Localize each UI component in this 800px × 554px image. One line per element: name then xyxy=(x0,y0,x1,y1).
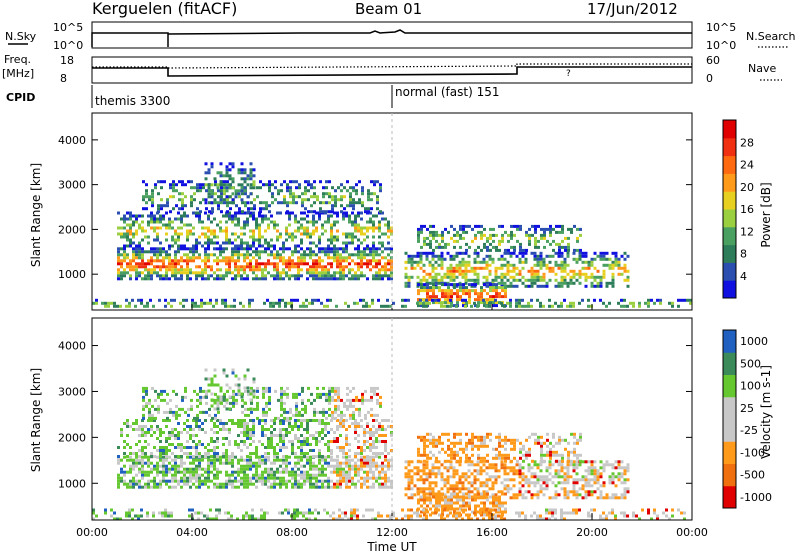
beam-title: Beam 01 xyxy=(355,0,422,18)
freq-unit: [MHz] xyxy=(2,67,34,80)
power-panel: 1000 2000 3000 4000 Slant Range [km] xyxy=(29,112,693,311)
nsky-tick-top: 10^5 xyxy=(53,21,83,34)
colorbar-cell xyxy=(723,280,736,299)
velocity-cbar-tick: 500 xyxy=(740,357,761,370)
cpid-mode-2: normal (fast) 151 xyxy=(395,85,499,99)
colorbar-cell xyxy=(723,120,736,139)
nave-trace xyxy=(92,63,692,69)
y-tick-label: 2000 xyxy=(58,223,86,236)
nsearch-label: N.Search xyxy=(746,30,796,43)
colorbar-cell xyxy=(723,441,736,464)
power-colorbar: 4 8 12 16 20 24 28 xyxy=(722,119,754,299)
power-ylabel: Slant Range [km] xyxy=(29,163,43,267)
nave-tick-bottom: 0 xyxy=(706,72,713,85)
nsky-tick-bottom: 10^0 xyxy=(53,39,83,52)
y-tick-label: 4000 xyxy=(58,134,86,147)
cpid-mode-1: themis 3300 xyxy=(95,94,170,108)
power-heatmap xyxy=(92,162,692,308)
y-tick-label: 3000 xyxy=(58,179,86,192)
nsearch-tick-bottom: 10^0 xyxy=(706,39,736,52)
power-cbar-tick: 20 xyxy=(740,181,754,194)
colorbar-cell xyxy=(723,191,736,210)
date-title: 17/Jun/2012 xyxy=(587,0,678,18)
cpid-row: CPID themis 3300 normal (fast) 151 xyxy=(6,85,499,108)
x-tick-label: 00:00 xyxy=(676,526,708,539)
velocity-cbar-tick: 100 xyxy=(740,380,761,393)
velocity-cbar-tick: -500 xyxy=(740,469,765,482)
velocity-cbar-label: Velocity [m s-1] xyxy=(759,365,773,459)
y-tick-label: 3000 xyxy=(58,385,86,398)
x-axis-label: Time UT xyxy=(366,540,417,554)
velocity-cbar-tick: -25 xyxy=(740,424,758,437)
colorbar-cell xyxy=(723,262,736,281)
cpid-label: CPID xyxy=(6,91,35,104)
nsearch-tick-top: 10^5 xyxy=(706,21,736,34)
nave-label: Nave xyxy=(748,62,776,75)
power-cbar-tick: 8 xyxy=(740,248,747,261)
colorbar-cell xyxy=(723,137,736,157)
colorbar-cell xyxy=(723,209,736,228)
velocity-heatmap xyxy=(92,368,686,521)
power-cbar-tick: 16 xyxy=(740,203,754,216)
nave-tick-top: 60 xyxy=(706,54,720,67)
colorbar-cell xyxy=(723,173,736,192)
x-tick-label: 00:00 xyxy=(76,526,108,539)
power-cbar-tick: 24 xyxy=(740,159,754,172)
velocity-ylabel: Slant Range [km] xyxy=(29,368,43,472)
freq-tick-top: 18 xyxy=(60,54,74,67)
x-tick-label: 12:00 xyxy=(376,526,408,539)
colorbar-cell xyxy=(723,155,736,174)
freq-strip: Freq. [MHz] 18 8 60 0 Nave ? xyxy=(2,53,782,85)
y-tick-label: 1000 xyxy=(58,268,86,281)
nsky-strip: N.Sky 10^5 10^0 10^5 10^0 N.Search xyxy=(5,21,796,52)
x-axis: 00:00 04:00 08:00 12:00 16:00 20:00 00:00 xyxy=(76,304,708,539)
nsky-trace xyxy=(91,29,692,47)
colorbar-cell xyxy=(723,330,736,353)
station-title: Kerguelen (fitACF) xyxy=(92,0,237,18)
colorbar-cell xyxy=(723,226,736,246)
velocity-colorbar: 1000 500 100 25 -25 -100 -500 -1000 xyxy=(722,329,772,509)
velocity-cbar-tick: 25 xyxy=(740,402,754,415)
power-cbar-tick: 28 xyxy=(740,136,754,149)
colorbar-cell xyxy=(723,419,736,442)
x-tick-label: 20:00 xyxy=(576,526,608,539)
x-tick-label: 08:00 xyxy=(276,526,308,539)
power-cbar-tick: 4 xyxy=(740,270,747,283)
velocity-panel: 1000 2000 3000 4000 Slant Range [km] xyxy=(29,317,693,521)
y-tick-label: 1000 xyxy=(58,477,86,490)
nsky-label: N.Sky xyxy=(5,30,37,43)
velocity-cbar-tick: -100 xyxy=(740,446,765,459)
velocity-cbar-tick: -1000 xyxy=(740,491,772,504)
y-tick-label: 2000 xyxy=(58,431,86,444)
colorbar-cell xyxy=(723,463,736,487)
freq-tick-bottom: 8 xyxy=(60,72,67,85)
colorbar-cell xyxy=(723,485,736,509)
colorbar-cell xyxy=(723,374,736,398)
x-tick-label: 04:00 xyxy=(176,526,208,539)
colorbar-cell xyxy=(723,396,736,420)
freq-label: Freq. xyxy=(4,53,31,66)
x-tick-label: 16:00 xyxy=(476,526,508,539)
power-cbar-label: Power [dB] xyxy=(759,182,773,247)
colorbar-cell xyxy=(723,244,736,263)
y-tick-label: 4000 xyxy=(58,340,86,353)
svg-text:?: ? xyxy=(566,69,571,79)
velocity-cbar-tick: 1000 xyxy=(740,335,768,348)
power-cbar-tick: 12 xyxy=(740,225,754,238)
colorbar-cell xyxy=(723,352,736,375)
freq-trace xyxy=(92,66,692,77)
